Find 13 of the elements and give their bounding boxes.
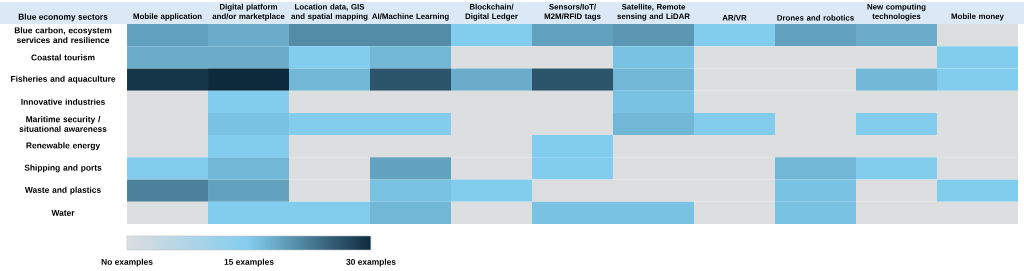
y-tick-label: Waste and plastics	[24, 186, 101, 195]
color-bar-label: 30 examples	[346, 258, 396, 267]
y-tick-label: Water	[51, 209, 75, 216]
y-axis-title: Blue economy sectors	[18, 13, 108, 22]
color-bar-label: 15 examples	[224, 258, 274, 267]
y-tick-label: Maritime security / situational awareness	[19, 116, 107, 132]
y-tick-label: Coastal tourism	[31, 54, 95, 61]
y-tick-label: Renewable energy	[26, 142, 101, 151]
color-bar-label: No examples	[101, 258, 153, 267]
y-tick-label: Blue carbon, ecosystem services and resilience	[14, 27, 112, 44]
y-tick-label: Innovative industries	[21, 98, 105, 105]
y-tick-label: Shipping and ports	[24, 164, 102, 173]
y-tick-label: Fisheries and aquaculture	[11, 75, 116, 84]
